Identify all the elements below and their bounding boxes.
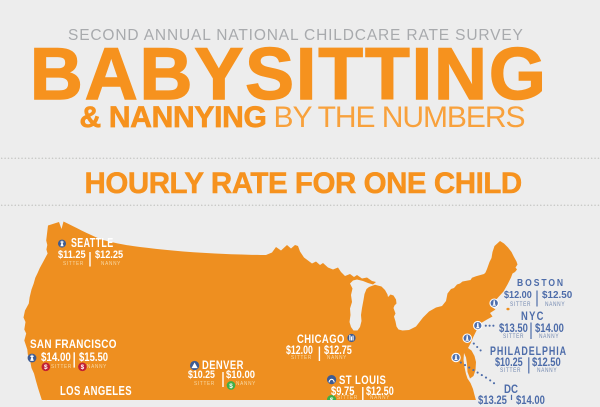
svg-text:$: $ (81, 364, 85, 371)
svg-text:$: $ (44, 364, 48, 371)
svg-text:$: $ (229, 383, 233, 390)
svg-text:$: $ (330, 397, 334, 400)
